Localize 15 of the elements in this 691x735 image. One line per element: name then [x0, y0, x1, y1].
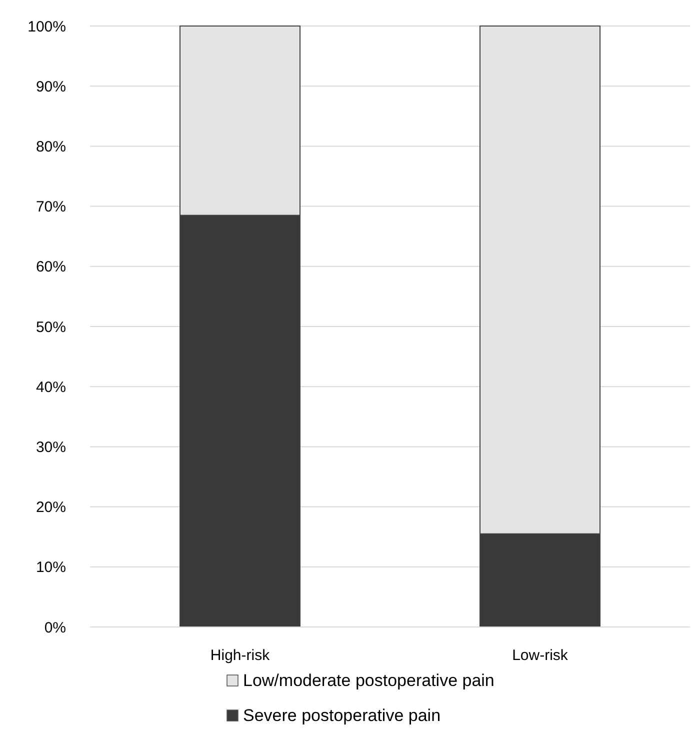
y-tick-label: 90%: [36, 78, 66, 96]
x-tick-label: High-risk: [210, 647, 270, 664]
y-tick-label: 80%: [36, 138, 66, 156]
y-tick-label: 50%: [36, 318, 66, 336]
y-tick-label: 20%: [36, 499, 66, 516]
x-tick-label: Low-risk: [512, 647, 568, 664]
legend-label: Low/moderate postoperative pain: [243, 671, 494, 690]
y-tick-label: 100%: [28, 18, 66, 36]
legend-label: Severe postoperative pain: [243, 706, 441, 725]
y-tick-label: 0%: [44, 619, 66, 636]
y-tick-label: 30%: [36, 438, 66, 456]
y-tick-label: 40%: [36, 378, 66, 396]
y-tick-label: 60%: [36, 258, 66, 276]
y-tick-label: 70%: [36, 198, 66, 216]
y-tick-label: 10%: [36, 559, 66, 576]
